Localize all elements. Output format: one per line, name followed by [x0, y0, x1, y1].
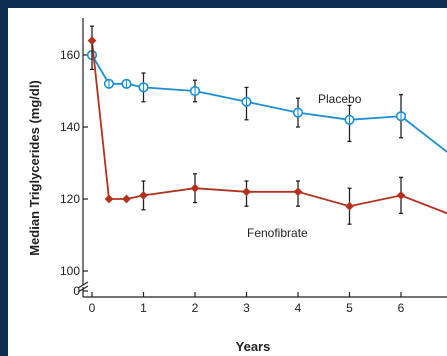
y-tick-label: 120	[60, 192, 80, 206]
y-axis-break-mark	[77, 285, 89, 293]
fenofibrate-point	[104, 194, 114, 204]
line-chart: 0 100 120 140 160 0 1 2 3 4 5 6 Median Triglyceride…	[27, 18, 447, 354]
x-tick-label: 2	[192, 301, 199, 315]
fenofibrate-annotation: Fenofibrate	[247, 226, 308, 240]
fenofibrate-point	[293, 187, 303, 197]
fenofibrate-point	[87, 36, 97, 45]
fenofibrate-point	[242, 187, 251, 197]
fenofibrate-series	[87, 25, 447, 225]
y-tick-label: 0	[73, 284, 80, 298]
chart-panel: 0 100 120 140 160 0 1 2 3 4 5 6 Median Triglyceride…	[8, 8, 447, 356]
series-group	[86, 25, 447, 225]
y-axis-break-mark	[77, 281, 89, 289]
axes: 0 100 120 140 160 0 1 2 3 4 5 6	[60, 18, 447, 315]
fenofibrate-point	[345, 201, 354, 211]
fenofibrate-point	[396, 191, 406, 200]
x-axis-label: Years	[236, 339, 271, 354]
y-axis-label: Median Triglycerides (mg/dl)	[27, 80, 42, 256]
x-tick-label: 3	[243, 301, 250, 315]
x-tick-label: 5	[346, 301, 353, 315]
placebo-line	[91, 54, 447, 153]
x-tick-label: 0	[89, 301, 96, 315]
placebo-series	[86, 49, 447, 153]
x-tick-label: 4	[295, 301, 302, 315]
y-tick-label: 100	[60, 264, 80, 278]
fenofibrate-point	[139, 191, 148, 200]
y-tick-label: 140	[60, 120, 80, 134]
placebo-annotation: Placebo	[318, 92, 362, 106]
fenofibrate-line	[91, 40, 447, 215]
fenofibrate-point	[122, 194, 131, 204]
x-tick-label: 6	[398, 301, 405, 315]
fenofibrate-point	[190, 183, 200, 193]
y-tick-label: 160	[60, 48, 80, 62]
x-tick-label: 1	[140, 301, 147, 315]
